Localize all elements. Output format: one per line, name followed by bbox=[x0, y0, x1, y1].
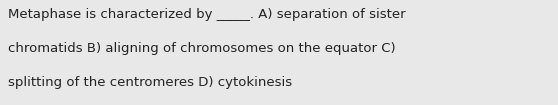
Text: Metaphase is characterized by _____. A) separation of sister: Metaphase is characterized by _____. A) … bbox=[8, 8, 406, 21]
Text: splitting of the centromeres D) cytokinesis: splitting of the centromeres D) cytokine… bbox=[8, 76, 292, 89]
Text: chromatids B) aligning of chromosomes on the equator C): chromatids B) aligning of chromosomes on… bbox=[8, 42, 396, 55]
